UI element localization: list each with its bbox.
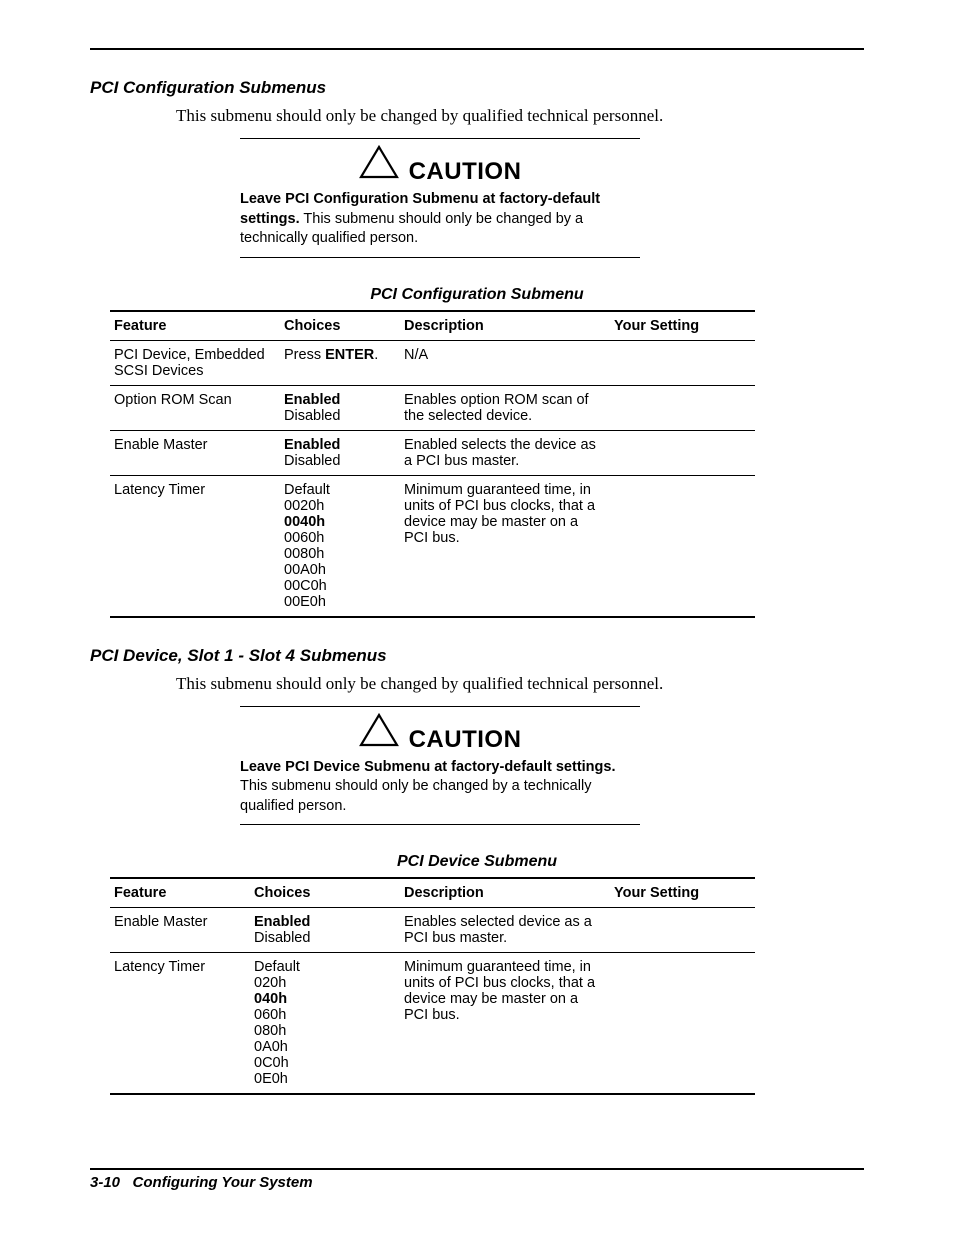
choice-item: 0A0h (254, 1039, 396, 1055)
table1-header-row: Feature Choices Description Your Setting (110, 311, 755, 341)
caution-word-1: CAUTION (409, 158, 522, 186)
choice-item: 020h (254, 975, 396, 991)
choice-plain: Disabled (254, 930, 396, 946)
table-row: PCI Device, Embedded SCSI Devices Press … (110, 340, 755, 385)
cell-choices: Default 020h 040h 060h 080h 0A0h 0C0h 0E… (250, 953, 400, 1095)
cell-setting (610, 908, 755, 953)
caution-rule-top-2 (240, 706, 640, 707)
table1-h-setting: Your Setting (610, 311, 755, 341)
choice-plain: Disabled (284, 453, 396, 469)
triangle-icon (359, 145, 399, 184)
caution-body-2: Leave PCI Device Submenu at factory-defa… (240, 758, 640, 817)
table2-h-setting: Your Setting (610, 878, 755, 908)
top-rule (90, 48, 864, 50)
table1-h-desc: Description (400, 311, 610, 341)
table2: Feature Choices Description Your Setting… (110, 877, 755, 1095)
cell-choices: Enabled Disabled (280, 385, 400, 430)
table1-h-feature: Feature (110, 311, 280, 341)
cell-choices: Press ENTER. (280, 340, 400, 385)
caution-rule-bottom-1 (240, 257, 640, 258)
choice-bold: 040h (254, 991, 396, 1007)
section2-title: PCI Device, Slot 1 - Slot 4 Submenus (90, 646, 864, 666)
cell-desc: Enables selected device as a PCI bus mas… (400, 908, 610, 953)
choice-bold: 0040h (284, 514, 396, 530)
caution-rule-top-1 (240, 138, 640, 139)
page-footer: 3-10 Configuring Your System (90, 1168, 864, 1191)
caution-header-2: CAUTION (240, 713, 640, 754)
caution-rule-bottom-2 (240, 824, 640, 825)
cell-feature: Latency Timer (110, 475, 280, 617)
table1: Feature Choices Description Your Setting… (110, 310, 755, 618)
choice-item: 080h (254, 1023, 396, 1039)
footer-page-number: 3-10 (90, 1174, 120, 1191)
choice-item: 0E0h (254, 1071, 396, 1087)
choice-item: 0020h (284, 498, 396, 514)
cell-desc: Enables option ROM scan of the selected … (400, 385, 610, 430)
cell-desc: Enabled selects the device as a PCI bus … (400, 430, 610, 475)
page: PCI Configuration Submenus This submenu … (0, 0, 954, 1235)
footer-title: Configuring Your System (133, 1174, 313, 1191)
choice-item: 0080h (284, 546, 396, 562)
choice-item: Default (284, 482, 396, 498)
caution-body-1: Leave PCI Configuration Submenu at facto… (240, 190, 640, 249)
table-row: Option ROM Scan Enabled Disabled Enables… (110, 385, 755, 430)
choices-bold: ENTER (325, 347, 374, 363)
choices-pre: Press (284, 347, 325, 363)
table-row: Enable Master Enabled Disabled Enabled s… (110, 430, 755, 475)
section1-intro: This submenu should only be changed by q… (176, 106, 864, 126)
table-row: Latency Timer Default 0020h 0040h 0060h … (110, 475, 755, 617)
choice-bold: Enabled (284, 437, 396, 453)
table2-h-choices: Choices (250, 878, 400, 908)
cell-feature: Option ROM Scan (110, 385, 280, 430)
choice-plain: Disabled (284, 408, 396, 424)
choice-item: 00A0h (284, 562, 396, 578)
choices-post: . (374, 347, 378, 363)
cell-feature: Enable Master (110, 430, 280, 475)
triangle-icon (359, 713, 399, 752)
cell-feature: Latency Timer (110, 953, 250, 1095)
choice-item: Default (254, 959, 396, 975)
caution-box-1: CAUTION Leave PCI Configuration Submenu … (240, 138, 640, 258)
cell-desc: N/A (400, 340, 610, 385)
cell-setting (610, 340, 755, 385)
cell-choices: Enabled Disabled (280, 430, 400, 475)
caution-rest-2: This submenu should only be changed by a… (240, 778, 591, 814)
section1-title: PCI Configuration Submenus (90, 78, 864, 98)
caution-bold-2: Leave PCI Device Submenu at factory-defa… (240, 759, 616, 775)
cell-desc: Minimum guaranteed time, in units of PCI… (400, 475, 610, 617)
cell-choices: Enabled Disabled (250, 908, 400, 953)
cell-setting (610, 953, 755, 1095)
choice-item: 00C0h (284, 578, 396, 594)
choice-item: 00E0h (284, 594, 396, 610)
cell-desc: Minimum guaranteed time, in units of PCI… (400, 953, 610, 1095)
table-row: Enable Master Enabled Disabled Enables s… (110, 908, 755, 953)
choice-item: 0060h (284, 530, 396, 546)
cell-feature: PCI Device, Embedded SCSI Devices (110, 340, 280, 385)
table-row: Latency Timer Default 020h 040h 060h 080… (110, 953, 755, 1095)
caution-header-1: CAUTION (240, 145, 640, 186)
table1-title: PCI Configuration Submenu (90, 286, 864, 304)
cell-feature: Enable Master (110, 908, 250, 953)
choice-bold: Enabled (284, 392, 396, 408)
table2-h-feature: Feature (110, 878, 250, 908)
table2-title: PCI Device Submenu (90, 853, 864, 871)
choice-item: 060h (254, 1007, 396, 1023)
cell-setting (610, 385, 755, 430)
cell-setting (610, 475, 755, 617)
cell-setting (610, 430, 755, 475)
choice-item: 0C0h (254, 1055, 396, 1071)
table1-h-choices: Choices (280, 311, 400, 341)
choice-bold: Enabled (254, 914, 396, 930)
caution-word-2: CAUTION (409, 726, 522, 754)
section2-intro: This submenu should only be changed by q… (176, 674, 864, 694)
cell-choices: Default 0020h 0040h 0060h 0080h 00A0h 00… (280, 475, 400, 617)
table2-h-desc: Description (400, 878, 610, 908)
table2-header-row: Feature Choices Description Your Setting (110, 878, 755, 908)
caution-box-2: CAUTION Leave PCI Device Submenu at fact… (240, 706, 640, 826)
